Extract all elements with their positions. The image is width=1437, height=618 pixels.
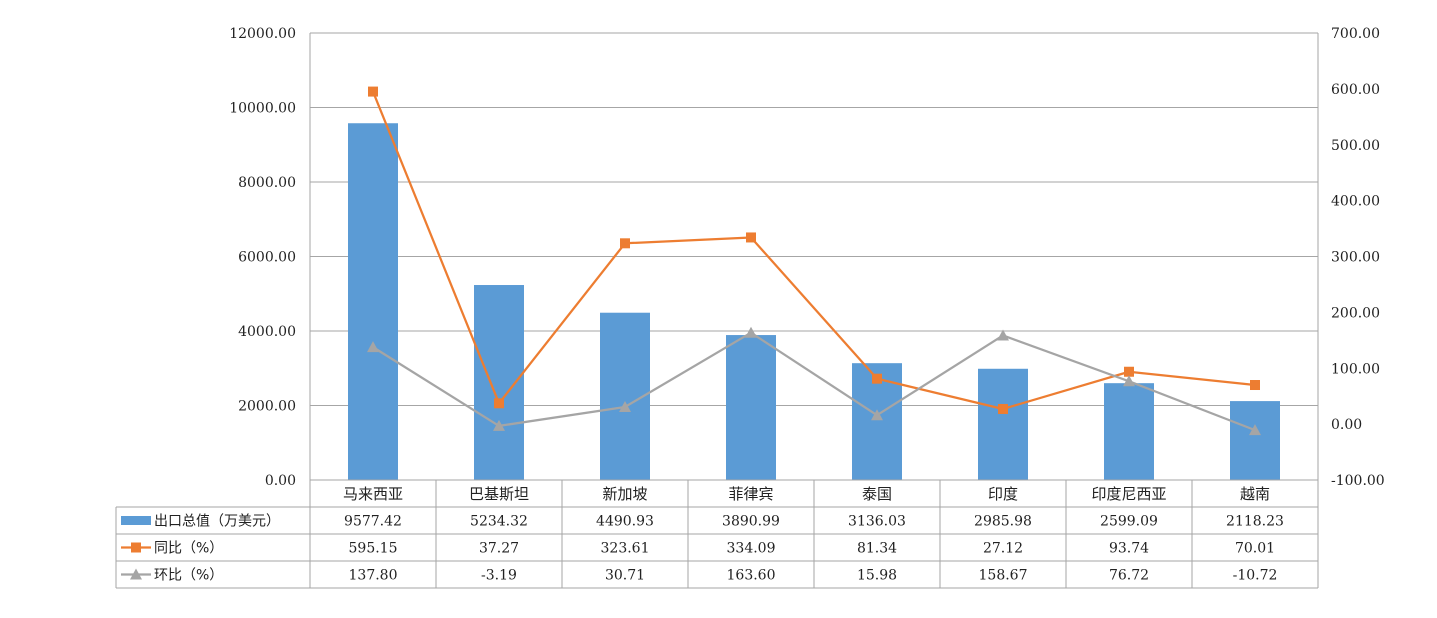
data-label: 37.27 xyxy=(479,541,519,557)
category-label: 印度尼西亚 xyxy=(1091,485,1166,503)
data-label: 3136.03 xyxy=(848,514,906,530)
bar xyxy=(1230,401,1280,480)
data-label: 27.12 xyxy=(983,541,1023,557)
data-label: 81.34 xyxy=(857,541,897,557)
right-axis-tick-label: 300.00 xyxy=(1331,250,1380,266)
series-label: 环比（%） xyxy=(154,568,223,584)
legend-key-marker xyxy=(131,542,141,553)
mom-point xyxy=(493,419,505,431)
right-axis-tick-label: 400.00 xyxy=(1331,194,1380,210)
left-axis-tick-label: 6000.00 xyxy=(238,250,296,266)
yoy-point xyxy=(998,403,1008,414)
yoy-line xyxy=(371,91,1256,411)
right-axis-tick-label: 600.00 xyxy=(1331,82,1380,98)
data-label: 3890.99 xyxy=(722,514,780,530)
category-label: 新加坡 xyxy=(602,485,647,503)
category-label: 泰国 xyxy=(862,485,892,503)
category-label: 菲律宾 xyxy=(728,485,773,503)
axes: 0.00 2000.00 4000.00 6000.00 8000.00 10000.00… xyxy=(229,26,1385,489)
data-label: 93.74 xyxy=(1109,541,1149,557)
mom-point xyxy=(1249,424,1261,436)
category-label: 马来西亚 xyxy=(343,485,403,503)
right-axis-tick-label: 700.00 xyxy=(1331,26,1380,42)
data-label: 595.15 xyxy=(349,541,398,557)
legend-key-marker xyxy=(130,568,142,580)
yoy-point xyxy=(368,86,378,97)
left-axis-tick-label: 8000.00 xyxy=(238,175,296,191)
gridlines xyxy=(310,32,1318,406)
bar xyxy=(978,368,1028,480)
yoy-point xyxy=(746,232,756,243)
mom-point xyxy=(871,409,883,421)
mom-point xyxy=(997,329,1009,341)
series-label: 出口总值（万美元） xyxy=(154,514,280,530)
data-label: 9577.42 xyxy=(344,514,402,530)
left-axis-tick-label: 2000.00 xyxy=(238,399,296,415)
data-label: 4490.93 xyxy=(596,514,654,530)
data-label: 15.98 xyxy=(857,568,897,584)
bar xyxy=(348,123,398,481)
data-label: -3.19 xyxy=(481,568,517,584)
left-axis-tick-label: 4000.00 xyxy=(238,324,296,340)
data-label: 323.61 xyxy=(601,541,650,557)
category-label: 印度 xyxy=(988,485,1018,503)
line-series xyxy=(367,86,1261,436)
data-label: 70.01 xyxy=(1235,541,1275,557)
right-axis-tick-label: 500.00 xyxy=(1331,138,1380,154)
mom-point xyxy=(619,400,631,412)
bar xyxy=(726,335,776,480)
data-label: 76.72 xyxy=(1109,568,1149,584)
data-label: 2985.98 xyxy=(974,514,1032,530)
data-label: 137.80 xyxy=(349,568,398,584)
mom-point xyxy=(367,341,379,353)
series-label: 同比（%） xyxy=(154,541,223,557)
data-label: 334.09 xyxy=(727,541,776,557)
mom-point xyxy=(745,326,757,338)
right-axis-tick-label: 200.00 xyxy=(1331,305,1380,321)
data-label: 2118.23 xyxy=(1226,514,1284,530)
left-axis-tick-label: 10000.00 xyxy=(229,101,296,117)
data-label: 2599.09 xyxy=(1100,514,1158,530)
data-label: -10.72 xyxy=(1233,568,1278,584)
mom-line xyxy=(372,331,1256,432)
data-label: 30.71 xyxy=(605,568,645,584)
data-label: 163.60 xyxy=(727,568,776,584)
right-axis-tick-label: -100.00 xyxy=(1331,473,1385,489)
category-label: 越南 xyxy=(1240,485,1270,503)
right-axis-tick-label: 0.00 xyxy=(1331,417,1362,433)
yoy-point xyxy=(1124,366,1134,377)
data-label: 158.67 xyxy=(979,568,1028,584)
yoy-point xyxy=(494,398,504,409)
bar-series xyxy=(348,123,1280,481)
left-axis-tick-label: 12000.00 xyxy=(229,26,296,42)
legend-key-bar xyxy=(121,516,151,525)
left-axis-tick-label: 0.00 xyxy=(265,473,296,489)
yoy-point xyxy=(872,373,882,384)
data-label: 5234.32 xyxy=(470,514,528,530)
right-axis-tick-label: 100.00 xyxy=(1331,361,1380,377)
bar xyxy=(1104,383,1154,480)
yoy-point xyxy=(620,238,630,249)
category-label: 巴基斯坦 xyxy=(469,485,529,503)
yoy-point xyxy=(1250,380,1260,391)
mom-point xyxy=(1123,375,1135,387)
